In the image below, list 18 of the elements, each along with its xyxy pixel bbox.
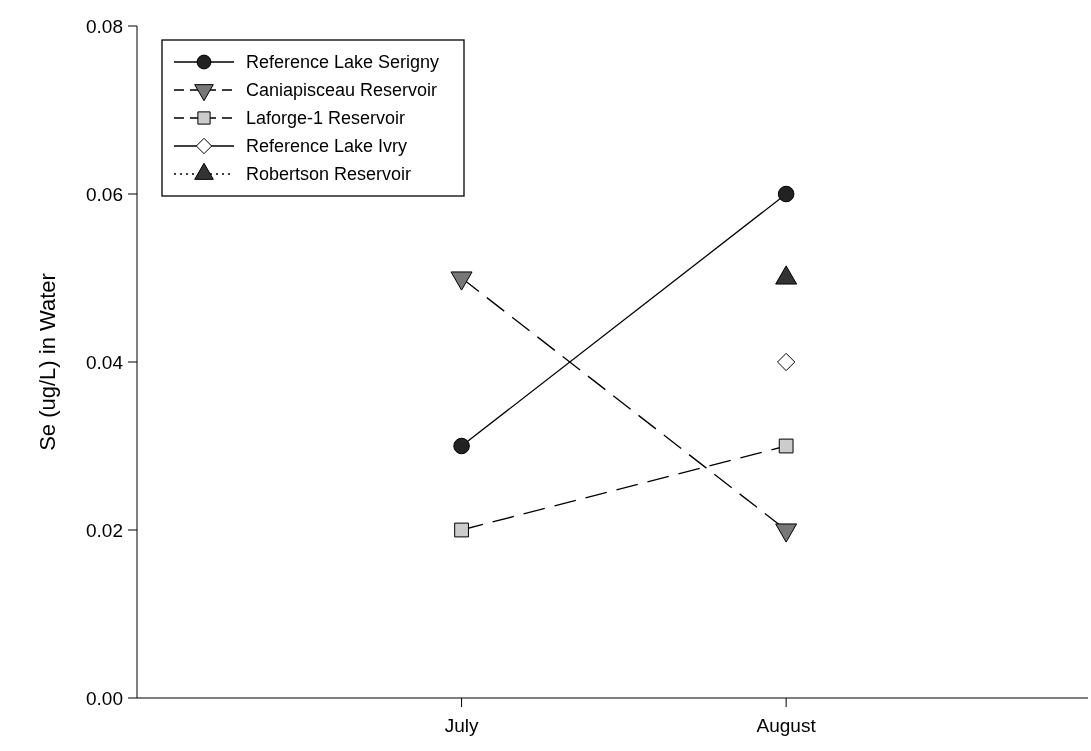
- y-tick-label: 0.00: [86, 687, 123, 709]
- y-tick-label: 0.02: [86, 519, 123, 541]
- point: [454, 522, 469, 538]
- legend-label: Reference Lake Serigny: [246, 52, 440, 73]
- x-tick-label: July: [444, 715, 479, 736]
- y-axis-title: Se (ug/L) in Water: [35, 273, 60, 451]
- point: [453, 437, 470, 455]
- legend-label: Laforge-1 Reservoir: [246, 108, 406, 129]
- legend-label: Robertson Reservoir: [246, 164, 412, 185]
- point: [777, 352, 796, 372]
- legend-label: Reference Lake Ivry: [246, 136, 408, 157]
- y-tick-label: 0.06: [86, 183, 123, 205]
- point: [778, 438, 794, 454]
- y-tick-label: 0.08: [86, 15, 123, 37]
- legend-label: Caniapisceau Reservoir: [246, 80, 438, 101]
- x-tick-label: August: [756, 715, 817, 736]
- y-tick-label: 0.04: [86, 351, 124, 373]
- point: [777, 185, 795, 203]
